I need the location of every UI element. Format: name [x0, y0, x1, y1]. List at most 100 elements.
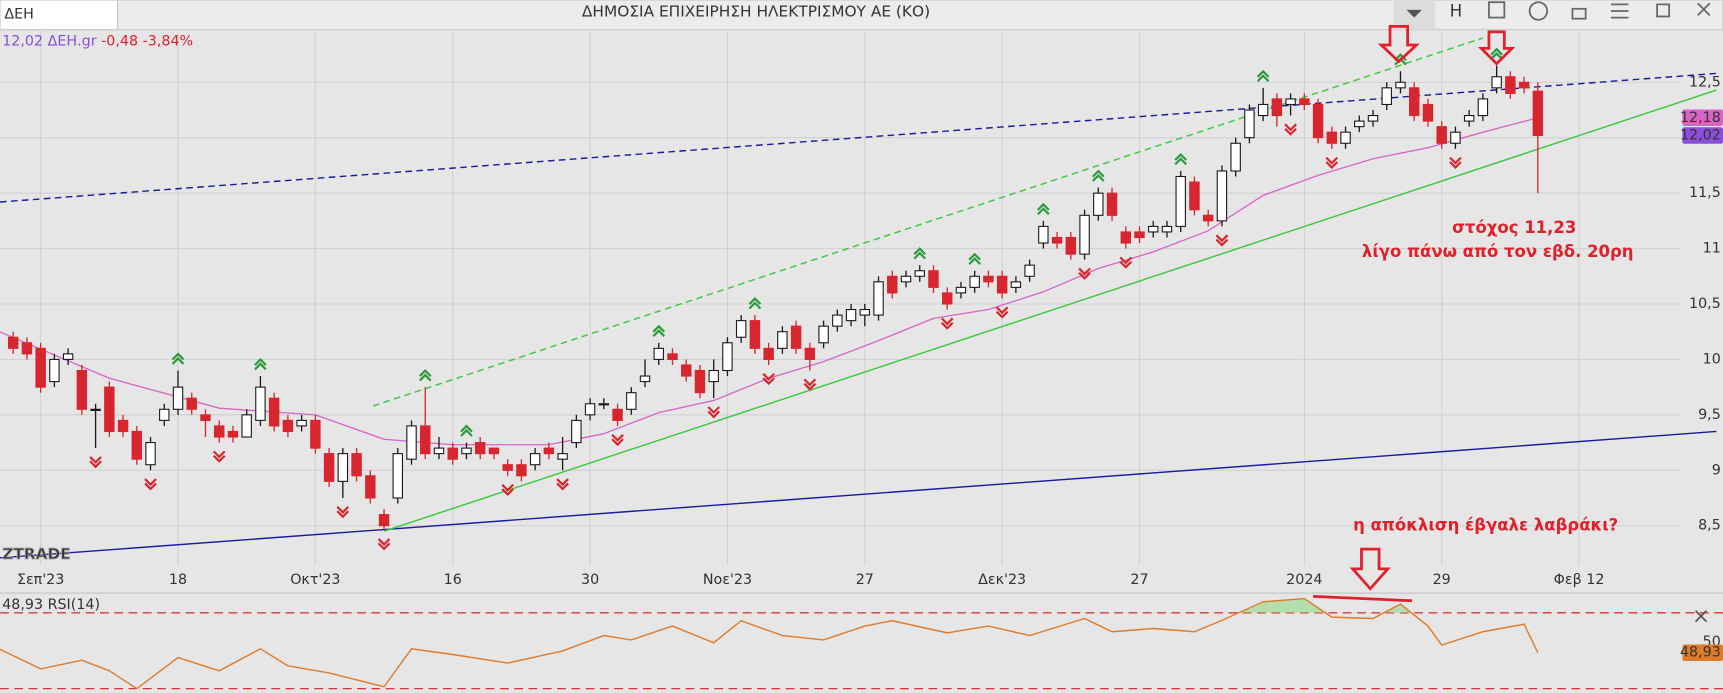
arrow: [1377, 24, 1420, 64]
candle-body: [1395, 81, 1406, 89]
candle-body: [1436, 126, 1447, 144]
candle-body: [1010, 281, 1022, 288]
candle-body: [255, 386, 266, 421]
price-label: 12,18: [1680, 110, 1721, 126]
candle-body: [474, 442, 486, 455]
candle-body: [1477, 98, 1489, 117]
candle-body: [159, 408, 170, 421]
candle-body: [7, 336, 19, 349]
value-label: 48,93: [1680, 645, 1721, 661]
candle-body: [378, 514, 390, 527]
menu-icon[interactable]: [1610, 3, 1629, 19]
x-tick-label: 27: [856, 572, 874, 588]
candle-body: [1175, 175, 1186, 227]
candle-body: [626, 392, 637, 410]
candle-body: [1354, 120, 1365, 128]
candle-body: [365, 475, 376, 499]
candle-body: [763, 347, 774, 360]
candle-body: [557, 453, 568, 460]
x-tick-label: 2024: [1286, 572, 1322, 588]
candle-body: [62, 353, 74, 360]
candle-body: [310, 419, 321, 449]
fractal-down: [89, 456, 102, 469]
restore-icon[interactable]: [1656, 3, 1671, 18]
price-label-box: [1682, 109, 1723, 127]
y-tick-label: 10,5: [1689, 296, 1721, 312]
close-icon[interactable]: [1697, 2, 1711, 16]
candle-body: [612, 408, 623, 421]
fractal-up: [1256, 69, 1270, 83]
fractal-down: [501, 483, 514, 497]
fractal-up: [171, 352, 185, 365]
candle-body: [227, 430, 239, 438]
x-tick-label: 29: [1433, 572, 1451, 588]
value-label-box: [1682, 644, 1723, 661]
candle-body: [584, 403, 596, 416]
candle-body: [1202, 214, 1214, 222]
fractal-down: [762, 372, 775, 386]
candle-body: [241, 414, 252, 438]
panel-icon[interactable]: [1488, 1, 1506, 19]
close-indicator-icon[interactable]: [1694, 610, 1708, 623]
candle-body: [749, 320, 761, 349]
fractal-up: [254, 358, 267, 371]
candle-body: [200, 414, 211, 421]
candle-body: [1422, 103, 1434, 122]
candle-body: [296, 419, 307, 427]
candle-body: [1257, 103, 1269, 117]
candle-body: [983, 275, 994, 283]
candle-body: [1285, 98, 1296, 106]
candle-body: [1340, 131, 1351, 144]
candle-body: [351, 453, 362, 477]
fractal-up: [1490, 47, 1503, 60]
fractal-down: [1078, 267, 1091, 280]
candle-body: [1079, 214, 1090, 255]
candle-body: [735, 320, 747, 338]
rsi-line: [0, 597, 1539, 690]
price-plot: [0, 30, 1717, 566]
candle-body: [694, 369, 706, 394]
y-tick-label: 12,5: [1689, 74, 1721, 90]
symbol: ΔΕΗ.gr: [48, 34, 97, 50]
candle-body: [887, 275, 898, 294]
candle-body: [104, 386, 115, 433]
candle-body: [1326, 131, 1338, 144]
x-tick-label: Δεκ'23: [978, 572, 1026, 588]
fractal-down: [1284, 123, 1297, 136]
quote-info: 12,02 ΔΕΗ.gr -0,48 -3,84%: [2, 34, 193, 50]
price-label: 12,02: [1680, 128, 1721, 144]
fractal-down: [556, 478, 569, 491]
annotation: λίγο πάνω από τον εβδ. 20ρη: [1362, 242, 1634, 261]
fractal-up: [913, 247, 927, 260]
annotation: η απόκλιση έβγαλε λαβράκι?: [1353, 516, 1618, 535]
candle-body: [1120, 231, 1131, 244]
candle-body: [667, 353, 678, 360]
candle-body: [571, 419, 582, 444]
fractal-down: [995, 306, 1009, 319]
toolbar-button[interactable]: H: [1450, 2, 1462, 21]
candle-body: [1216, 170, 1228, 222]
candle-body: [1051, 236, 1063, 244]
indicator-title: 48,93 RSI(14): [2, 597, 100, 613]
trendline: [0, 430, 1717, 559]
trendline: [383, 89, 1717, 532]
candle-body: [1024, 264, 1035, 277]
candle-body: [1148, 225, 1159, 233]
candle-body: [1532, 90, 1544, 137]
lock-icon[interactable]: [1571, 7, 1587, 20]
candle-body: [722, 342, 733, 372]
candle-body: [1106, 192, 1118, 216]
symbol-tab[interactable]: [0, 0, 119, 31]
trendline: [0, 72, 1717, 203]
comment-icon[interactable]: [1528, 1, 1549, 21]
candle-body: [708, 369, 719, 383]
trendline: [372, 37, 1484, 407]
candle-body: [1491, 76, 1502, 89]
candle-body: [955, 286, 967, 294]
x-tick-label: Οκτ'23: [290, 572, 340, 588]
watermark: ZTRADE: [2, 545, 71, 563]
fractal-up: [1092, 169, 1105, 182]
candle-body: [1450, 131, 1461, 144]
x-tick-label: 18: [169, 572, 187, 588]
fractal-down: [144, 478, 157, 491]
